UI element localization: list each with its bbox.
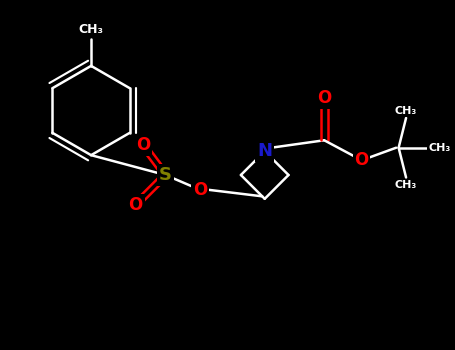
Text: S: S — [159, 166, 172, 184]
Text: O: O — [354, 151, 369, 169]
Text: O: O — [193, 181, 207, 199]
Text: N: N — [257, 142, 272, 160]
Text: O: O — [317, 89, 331, 107]
Text: CH₃: CH₃ — [395, 180, 417, 190]
Text: O: O — [136, 136, 150, 154]
Text: CH₃: CH₃ — [79, 23, 104, 36]
Text: CH₃: CH₃ — [428, 143, 450, 153]
Text: O: O — [129, 196, 143, 214]
Text: CH₃: CH₃ — [395, 105, 417, 116]
